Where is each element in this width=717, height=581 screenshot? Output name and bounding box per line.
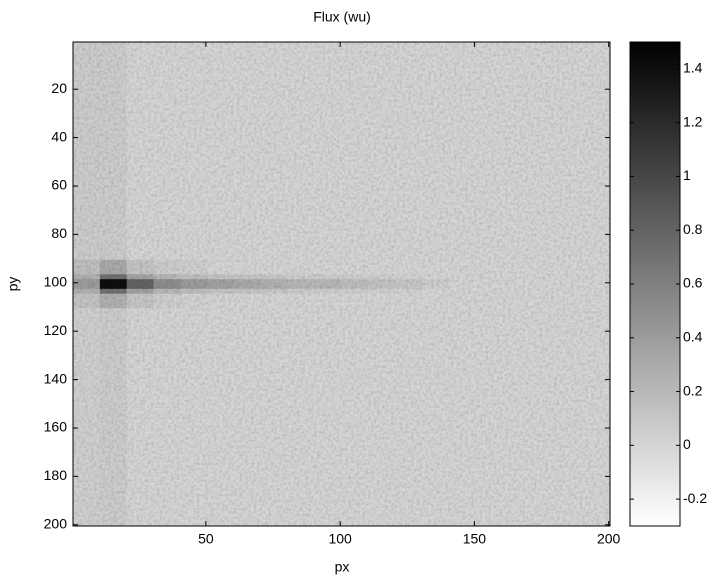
- colorbar-tick-label: 0.8: [683, 221, 703, 237]
- y-tick-label: 40: [51, 128, 67, 144]
- noise-texture: [73, 42, 610, 526]
- y-tick-label: 160: [44, 419, 68, 435]
- y-tick-label: 140: [44, 370, 68, 386]
- y-tick-label: 20: [51, 80, 67, 96]
- axes: 50 100 150 200 20 40 60 80 100 120 140 160 180 200 -0.…: [44, 41, 707, 547]
- y-tick-label: 60: [51, 177, 67, 193]
- colorbar-tick-label: 1.2: [683, 113, 703, 129]
- x-tick-label: 150: [463, 531, 487, 547]
- colorbar-tick-label: 0.2: [683, 382, 703, 398]
- y-tick-label: 100: [44, 273, 68, 289]
- colorbar: [629, 41, 681, 527]
- x-axis-label: px: [335, 559, 350, 575]
- y-axis-label: py: [5, 277, 21, 292]
- x-tick-label: 100: [328, 531, 352, 547]
- chart-title: Flux (wu): [313, 9, 371, 25]
- x-tick-label: 50: [198, 531, 214, 547]
- colorbar-tick-label: 1.4: [683, 60, 703, 76]
- colorbar-tick-label: 0.4: [683, 328, 703, 344]
- colorbar-tick-label: -0.2: [683, 490, 707, 506]
- y-tick-label: 120: [44, 322, 68, 338]
- colorbar-tick-label: 1: [683, 167, 691, 183]
- plot-frame: [72, 41, 611, 527]
- colorbar-tick-label: 0: [683, 436, 691, 452]
- y-tick-label: 80: [51, 225, 67, 241]
- colorbar-tick-label: 0.6: [683, 275, 703, 291]
- y-tick-label: 200: [44, 515, 68, 531]
- x-tick-label: 200: [597, 531, 621, 547]
- y-tick-label: 180: [44, 467, 68, 483]
